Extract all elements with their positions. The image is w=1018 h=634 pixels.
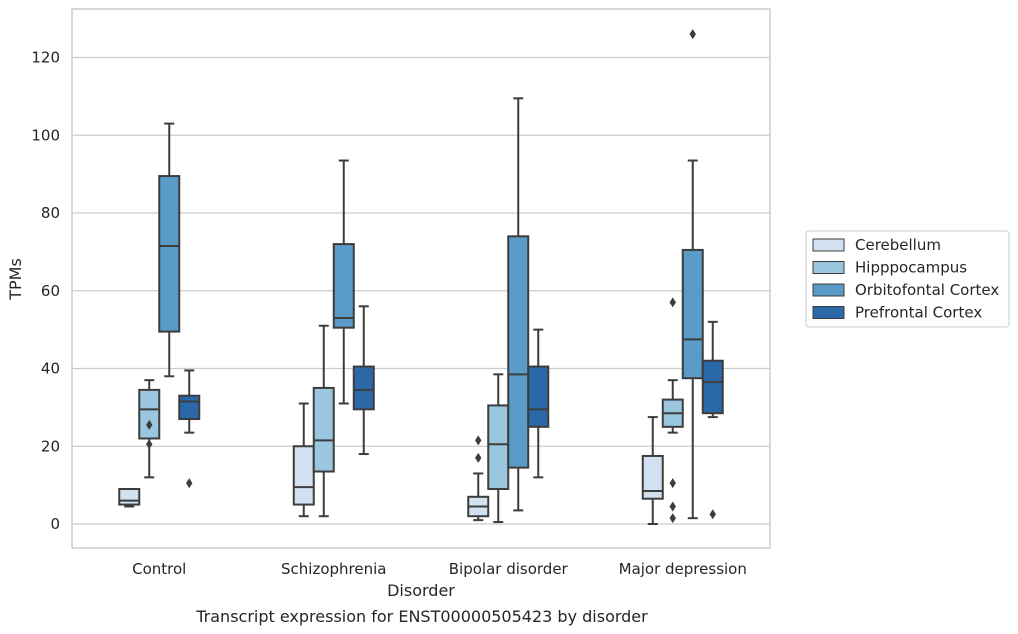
box-cerebellum	[467, 435, 490, 522]
box-iqr	[352, 365, 375, 411]
y-axis-ticks: 0 20 40 60 80 100 120	[31, 49, 60, 534]
legend-swatch	[812, 283, 845, 297]
box-hipppocampus	[661, 297, 684, 524]
box-hipppocampus	[138, 379, 161, 479]
box-iqr	[178, 394, 201, 421]
box-orbitofontal-cortex	[332, 159, 355, 405]
legend-swatch	[812, 306, 845, 319]
box-iqr	[641, 454, 664, 500]
box-hipppocampus	[312, 324, 335, 518]
legend: Cerebellum Hipppocampus Orbitofontal Corte…	[805, 230, 1010, 328]
outlier-point	[475, 435, 482, 446]
x-tick-label: Bipolar disorder	[449, 560, 569, 578]
chart-caption: Transcript expression for ENST0000050542…	[195, 607, 648, 626]
plot-frame	[71, 8, 771, 549]
y-tick-label: 120	[31, 49, 60, 67]
box-prefrontal-cortex	[701, 320, 724, 520]
y-tick-label: 40	[41, 360, 60, 378]
box-iqr	[292, 445, 315, 506]
box-prefrontal-cortex	[178, 369, 201, 489]
y-axis-title: TPMs	[6, 258, 25, 301]
outlier-point	[186, 478, 193, 489]
outlier-point	[475, 452, 482, 463]
box-orbitofontal-cortex	[158, 122, 181, 378]
box-groups	[118, 29, 724, 525]
outlier-point	[669, 297, 676, 308]
box-cerebellum	[641, 416, 664, 525]
outlier-point	[689, 29, 696, 40]
box-hipppocampus	[487, 373, 510, 524]
box-cerebellum	[118, 488, 141, 508]
outlier-point	[146, 439, 153, 450]
x-tick-label: Schizophrenia	[281, 560, 386, 578]
legend-label: Cerebellum	[855, 236, 941, 254]
y-tick-label: 20	[41, 437, 60, 455]
y-tick-label: 60	[41, 282, 60, 300]
legend-frame	[805, 230, 1010, 328]
box-iqr	[527, 365, 550, 428]
box-prefrontal-cortex	[527, 328, 550, 479]
outlier-point	[669, 513, 676, 524]
box-iqr	[332, 243, 355, 329]
y-tick-label: 0	[50, 515, 60, 533]
legend-label: Hipppocampus	[855, 259, 967, 277]
box-iqr	[158, 175, 181, 333]
outlier-point	[669, 501, 676, 512]
box-iqr	[138, 388, 161, 440]
y-tick-label: 80	[41, 204, 60, 222]
outlier-point	[669, 478, 676, 489]
box-iqr	[487, 404, 510, 491]
legend-swatch	[812, 238, 845, 252]
outlier-point	[709, 509, 716, 520]
x-tick-label: Control	[132, 560, 186, 578]
box-cerebellum	[292, 402, 315, 518]
box-iqr	[118, 488, 141, 506]
box-orbitofontal-cortex	[681, 29, 704, 520]
legend-swatch	[812, 261, 845, 274]
outlier-point	[146, 419, 153, 430]
x-axis-ticks: Control Schizophrenia Bipolar disorder Majo…	[132, 560, 747, 578]
grid-lines	[72, 56, 770, 525]
legend-label: Prefrontal Cortex	[855, 304, 982, 322]
box-iqr	[507, 235, 530, 469]
legend-label: Orbitofontal Cortex	[855, 281, 999, 299]
x-axis-title: Disorder	[387, 581, 455, 600]
box-orbitofontal-cortex	[507, 97, 530, 512]
box-prefrontal-cortex	[352, 305, 375, 456]
x-tick-label: Major depression	[619, 560, 747, 578]
box-iqr	[681, 248, 704, 380]
box-iqr	[312, 386, 335, 473]
box-iqr	[701, 359, 724, 415]
y-tick-label: 100	[31, 126, 60, 144]
